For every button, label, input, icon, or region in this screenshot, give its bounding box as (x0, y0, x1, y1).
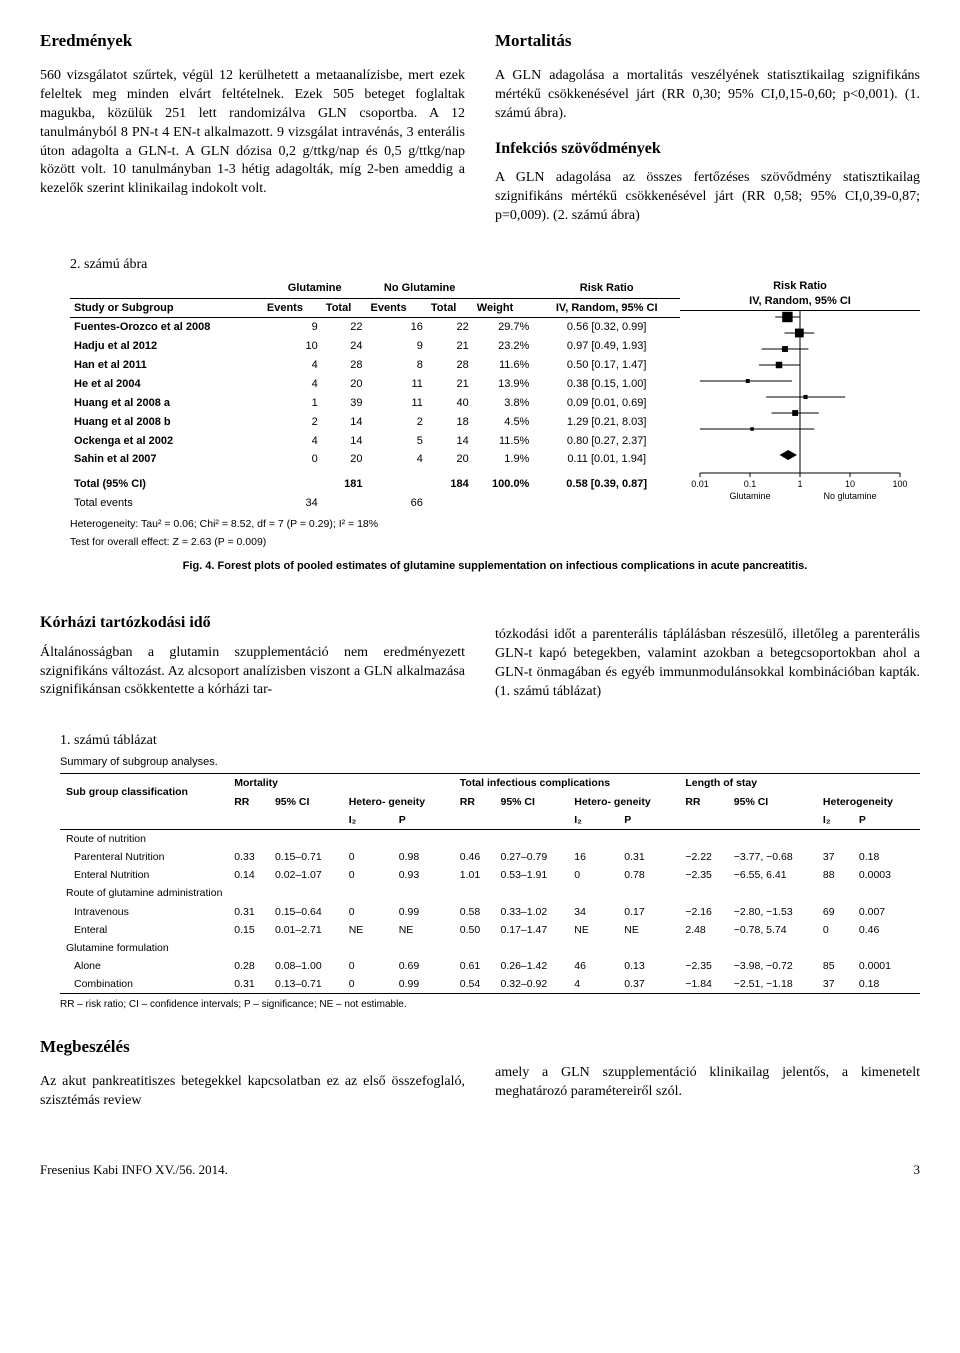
para-korhazi-2: tózkodási időt a parenterális táplálásba… (495, 626, 920, 702)
forest-hdr-weight: Weight (473, 298, 534, 318)
forest-row: Huang et al 2008 b2142184.5%1.29 [0.21, … (70, 413, 680, 432)
table-row: Combination0.310.13–0.7100.990.540.32–0.… (60, 975, 920, 994)
table-section-row: Glutamine formulation (60, 939, 920, 957)
forest-row: Hadju et al 2012102492123.2%0.97 [0.49, … (70, 337, 680, 356)
forest-hdr-events2: Events (367, 298, 427, 318)
table-row: Enteral0.150.01–2.71NENE0.500.17–1.47NEN… (60, 921, 920, 939)
heading-megbeszeles: Megbeszélés (40, 1036, 465, 1059)
forest-row: Ockenga et al 200241451411.5%0.80 [0.27,… (70, 432, 680, 451)
svg-text:No glutamine: No glutamine (823, 491, 876, 501)
page-footer: Fresenius Kabi INFO XV./56. 2014. 3 (40, 1161, 920, 1179)
bottom-columns: Megbeszélés Az akut pankreatitiszes bete… (40, 1036, 920, 1121)
para-eredmenyek: 560 vizsgálatot szűrtek, végül 12 kerülh… (40, 67, 465, 199)
forest-hdr-events1: Events (263, 298, 322, 318)
svg-text:0.1: 0.1 (744, 479, 757, 489)
upper-columns: Eredmények 560 vizsgálatot szűrtek, végü… (40, 30, 920, 236)
forest-table: Glutamine No Glutamine Risk Ratio Study … (70, 279, 680, 513)
heading-eredmenyek: Eredmények (40, 30, 465, 53)
svg-text:10: 10 (845, 479, 855, 489)
forest-overall-test: Test for overall effect: Z = 2.63 (P = 0… (70, 535, 680, 549)
forest-hdr-rr: Risk Ratio (533, 279, 680, 298)
svg-text:Glutamine: Glutamine (729, 491, 770, 501)
table-section-row: Route of glutamine administration (60, 884, 920, 902)
forest-total-events: Total events3466 (70, 494, 680, 513)
figure-2-label: 2. számú ábra (70, 256, 920, 275)
forest-hdr-nogln: No Glutamine (367, 279, 473, 298)
forest-plot-header-rr: Risk Ratio (680, 279, 920, 294)
forest-hdr-study: Study or Subgroup (70, 298, 263, 318)
forest-plot-header-ci: IV, Random, 95% CI (680, 294, 920, 309)
right-column: Mortalitás A GLN adagolása a mortalitás … (495, 30, 920, 236)
forest-heterogeneity: Heterogeneity: Tau² = 0.06; Chi² = 8.52,… (70, 517, 680, 531)
figure-2-caption: Fig. 4. Forest plots of pooled estimates… (70, 559, 920, 574)
table-row: Intravenous0.310.15–0.6400.990.580.33–1.… (60, 903, 920, 921)
forest-hdr-rrci: IV, Random, 95% CI (533, 298, 680, 318)
heading-infekcios: Infekciós szövődmények (495, 138, 920, 160)
figure-2: 2. számú ábra Glutamine No Glutamine Ris… (70, 256, 920, 574)
forest-row: Han et al 201142882811.6%0.50 [0.17, 1.4… (70, 356, 680, 375)
forest-plot-svg: 0.01 0.1 1 10 100 Glutamine No glutamine (680, 311, 920, 505)
para-megbeszeles-1: Az akut pankreatitiszes betegekkel kapcs… (40, 1073, 465, 1111)
table-row: Alone0.280.08–1.0000.690.610.26–1.42460.… (60, 957, 920, 975)
subgroup-table: Sub group classificationMortalityTotal i… (60, 773, 920, 994)
para-megbeszeles-2: amely a GLN szupplementáció klinikailag … (495, 1064, 920, 1102)
table-row: Enteral Nutrition0.140.02–1.0700.931.010… (60, 866, 920, 884)
table-1-caption: Summary of subgroup analyses. (60, 755, 920, 770)
forest-hdr-total1: Total (322, 298, 367, 318)
table-1-block: 1. számú táblázat Summary of subgroup an… (60, 732, 920, 1012)
footer-right: 3 (914, 1161, 921, 1179)
mid-left-column: Kórházi tartózkodási idő Általánosságban… (40, 598, 465, 712)
bot-right-column: amely a GLN szupplementáció klinikailag … (495, 1036, 920, 1121)
bot-left-column: Megbeszélés Az akut pankreatitiszes bete… (40, 1036, 465, 1121)
svg-text:1: 1 (797, 479, 802, 489)
mid-right-column: tózkodási időt a parenterális táplálásba… (495, 598, 920, 712)
forest-hdr-total2: Total (427, 298, 473, 318)
table-section-row: Route of nutrition (60, 829, 920, 848)
forest-row: Sahin et al 20070204201.9%0.11 [0.01, 1.… (70, 450, 680, 469)
left-column: Eredmények 560 vizsgálatot szűrtek, végü… (40, 30, 465, 236)
forest-plot-header: Risk Ratio IV, Random, 95% CI (680, 279, 920, 312)
footer-left: Fresenius Kabi INFO XV./56. 2014. (40, 1161, 228, 1179)
heading-mortalitas: Mortalitás (495, 30, 920, 53)
forest-total-row: Total (95% CI)181184100.0%0.58 [0.39, 0.… (70, 475, 680, 494)
middle-columns: Kórházi tartózkodási idő Általánosságban… (40, 598, 920, 712)
para-korhazi-1: Általánosságban a glutamin szupplementác… (40, 644, 465, 701)
forest-hdr-gln: Glutamine (263, 279, 367, 298)
forest-row: He et al 2004420112113.9%0.38 [0.15, 1.0… (70, 375, 680, 394)
para-infekcios: A GLN adagolása az összes fertőzéses szö… (495, 169, 920, 226)
forest-row: Fuentes-Orozco et al 2008922162229.7%0.5… (70, 318, 680, 337)
table-1-footnote: RR – risk ratio; CI – confidence interva… (60, 998, 920, 1012)
para-mortalitas: A GLN adagolása a mortalitás veszélyének… (495, 67, 920, 124)
svg-text:100: 100 (892, 479, 907, 489)
table-row: Parenteral Nutrition0.330.15–0.7100.980.… (60, 848, 920, 866)
forest-row: Huang et al 2008 a13911403.8%0.09 [0.01,… (70, 394, 680, 413)
heading-korhazi: Kórházi tartózkodási idő (40, 612, 465, 634)
table-1-label: 1. számú táblázat (60, 732, 920, 751)
svg-text:0.01: 0.01 (691, 479, 709, 489)
